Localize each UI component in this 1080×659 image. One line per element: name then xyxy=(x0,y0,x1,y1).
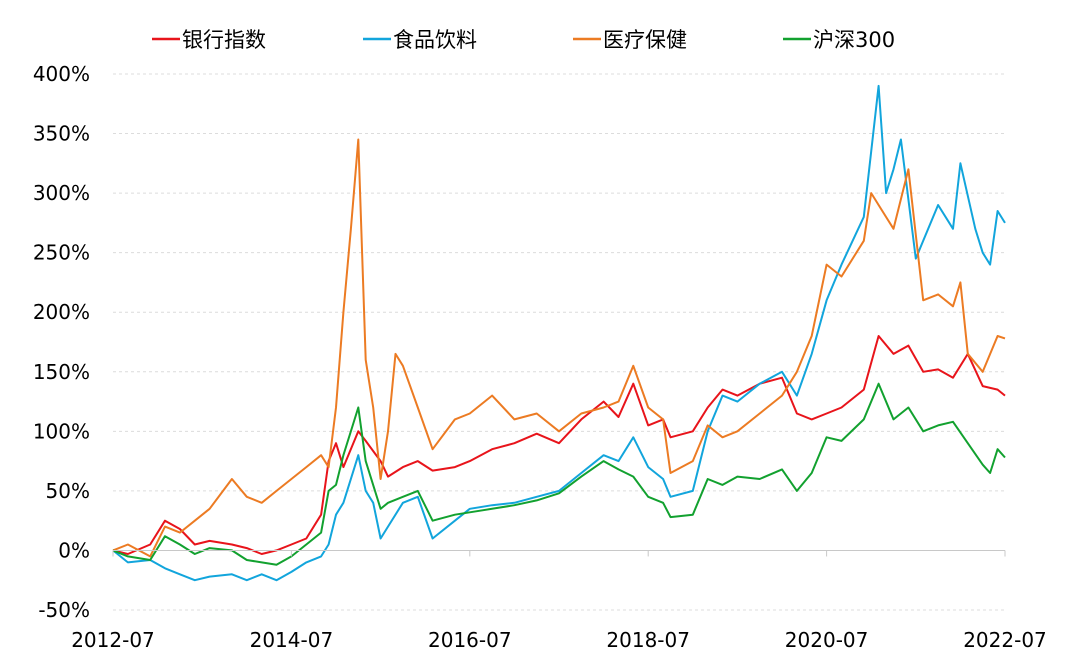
legend-label: 医疗保健 xyxy=(603,28,687,52)
x-tick-label: 2012-07 xyxy=(71,628,155,652)
axes: -50% 0% 50% 100% 150% 200% 250% 300% 350% 400% 201… xyxy=(33,62,1047,652)
y-tick-label: 150% xyxy=(33,360,90,384)
y-tick-label: 300% xyxy=(33,181,90,205)
legend: 银行指数 食品饮料 医疗保健 沪深300 xyxy=(152,28,895,52)
y-tick-label: 200% xyxy=(33,300,90,324)
series-lines xyxy=(112,84,1006,582)
y-tick-label: 100% xyxy=(33,419,90,443)
legend-label: 银行指数 xyxy=(182,28,266,52)
x-tick-label: 2020-07 xyxy=(785,628,869,652)
series-line-1 xyxy=(112,335,1006,555)
x-tick-label: 2022-07 xyxy=(963,628,1047,652)
x-tick-label: 2018-07 xyxy=(606,628,690,652)
x-tick-label: 2016-07 xyxy=(428,628,512,652)
legend-label: 沪深300 xyxy=(813,28,895,52)
series-line-4 xyxy=(112,382,1006,566)
series-line-3 xyxy=(112,138,1006,558)
y-tick-label: 250% xyxy=(33,241,90,265)
y-tick-label: 50% xyxy=(46,479,90,503)
legend-label: 食品饮料 xyxy=(393,28,477,52)
x-tick-label: 2014-07 xyxy=(250,628,334,652)
y-tick-label: 400% xyxy=(33,62,90,86)
series-line-2 xyxy=(112,84,1006,582)
y-tick-label: 0% xyxy=(58,538,90,562)
y-tick-label: 350% xyxy=(33,122,90,146)
y-tick-label: -50% xyxy=(38,598,90,622)
